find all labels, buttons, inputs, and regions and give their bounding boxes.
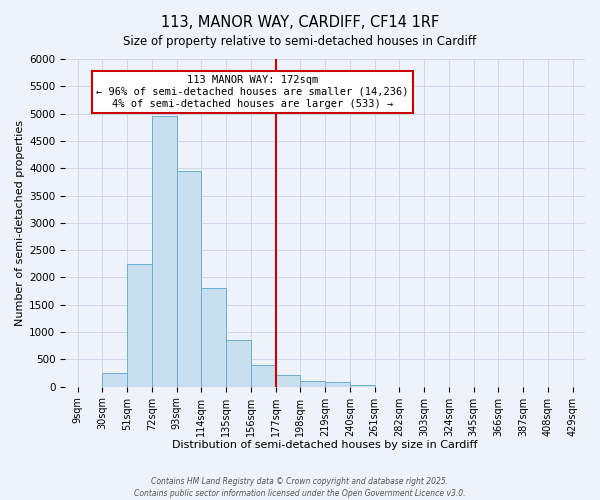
Bar bbox=[102, 372, 127, 386]
X-axis label: Distribution of semi-detached houses by size in Cardiff: Distribution of semi-detached houses by … bbox=[172, 440, 478, 450]
Bar bbox=[325, 382, 350, 386]
Bar bbox=[301, 382, 325, 386]
Bar bbox=[127, 264, 152, 386]
Bar bbox=[201, 288, 226, 386]
Text: Contains HM Land Registry data © Crown copyright and database right 2025.
Contai: Contains HM Land Registry data © Crown c… bbox=[134, 476, 466, 498]
Bar bbox=[226, 340, 251, 386]
Bar bbox=[152, 116, 176, 386]
Text: 113 MANOR WAY: 172sqm
← 96% of semi-detached houses are smaller (14,236)
4% of s: 113 MANOR WAY: 172sqm ← 96% of semi-deta… bbox=[96, 76, 409, 108]
Bar bbox=[275, 376, 301, 386]
Bar bbox=[251, 365, 275, 386]
Bar bbox=[176, 171, 201, 386]
Text: 113, MANOR WAY, CARDIFF, CF14 1RF: 113, MANOR WAY, CARDIFF, CF14 1RF bbox=[161, 15, 439, 30]
Text: Size of property relative to semi-detached houses in Cardiff: Size of property relative to semi-detach… bbox=[124, 35, 476, 48]
Bar bbox=[350, 385, 374, 386]
Y-axis label: Number of semi-detached properties: Number of semi-detached properties bbox=[15, 120, 25, 326]
